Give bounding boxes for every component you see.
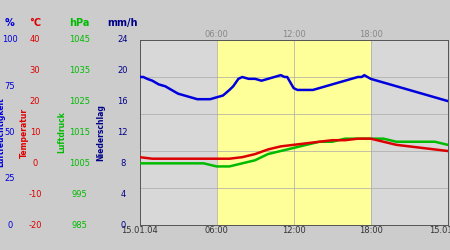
Text: 24: 24 [117,36,128,44]
Text: Luftdruck: Luftdruck [58,112,67,154]
Text: Niederschlag: Niederschlag [96,104,105,161]
Text: Temperatur: Temperatur [20,108,29,158]
Text: 1035: 1035 [69,66,90,75]
Text: 20: 20 [117,66,128,75]
Text: 25: 25 [4,174,15,183]
Text: 1015: 1015 [69,128,90,137]
Text: 12: 12 [117,128,128,137]
Text: °C: °C [29,18,41,28]
Text: Luftfeuchtigkeit: Luftfeuchtigkeit [0,98,5,168]
Text: 30: 30 [30,66,40,75]
Text: 985: 985 [72,220,87,230]
Text: 40: 40 [30,36,40,44]
Text: 75: 75 [4,82,15,91]
Text: 16: 16 [117,97,128,106]
Text: %: % [5,18,15,28]
Text: 0: 0 [32,159,37,168]
Text: 100: 100 [2,36,18,44]
Text: 0: 0 [7,220,13,230]
Text: 1045: 1045 [69,36,90,44]
Text: 50: 50 [4,128,15,137]
Text: hPa: hPa [69,18,90,28]
Text: 20: 20 [30,97,40,106]
Text: mm/h: mm/h [108,18,138,28]
Text: 4: 4 [120,190,126,199]
Bar [216,40,371,225]
Text: 1025: 1025 [69,97,90,106]
Text: 0: 0 [120,220,126,230]
Text: -20: -20 [28,220,41,230]
Text: 10: 10 [30,128,40,137]
Text: -10: -10 [28,190,41,199]
Text: 8: 8 [120,159,126,168]
Text: 1005: 1005 [69,159,90,168]
Text: 995: 995 [72,190,87,199]
